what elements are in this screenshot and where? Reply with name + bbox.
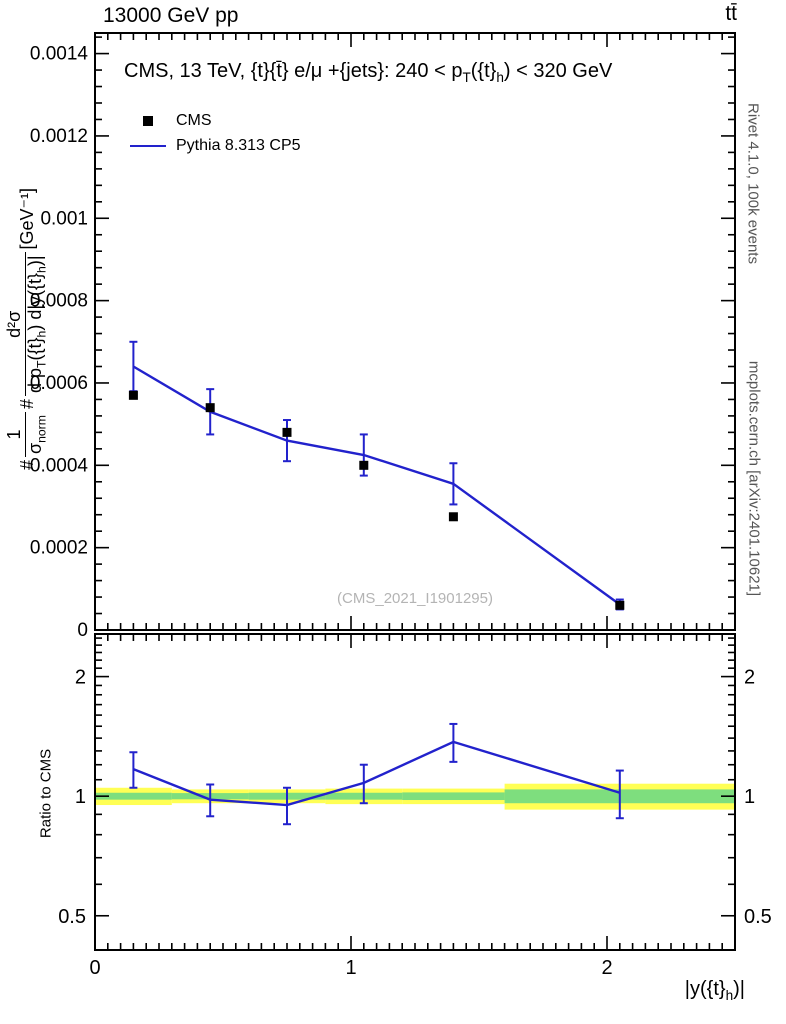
- legend-item-pythia: Pythia 8.313 CP5: [130, 137, 301, 155]
- pythia-line-marker-icon: [130, 145, 166, 147]
- svg-text:0: 0: [89, 957, 100, 979]
- ylabel-frac2-den: d pT({t}h) d|y({t}h)|: [24, 252, 49, 396]
- xlabel-sub-h: h: [725, 988, 734, 1003]
- x-axis-label: |y({t}h)|: [600, 978, 745, 1003]
- xlabel-text-1: |y({t}: [684, 978, 726, 1000]
- cms-square-marker-icon: [143, 116, 153, 126]
- svg-text:2: 2: [75, 667, 86, 689]
- svg-text:0.0014: 0.0014: [30, 44, 89, 65]
- svg-text:0.0004: 0.0004: [30, 455, 89, 476]
- ylabel-frac2-num: d²σ: [4, 252, 26, 397]
- svg-text:0.0002: 0.0002: [30, 538, 88, 559]
- sigma-symbol: σ: [24, 442, 45, 455]
- ylabel-frac-norm: 1 σnorm: [4, 412, 49, 458]
- legend-label-pythia: Pythia 8.313 CP5: [176, 137, 301, 154]
- process-label: tt̄: [725, 2, 737, 25]
- ylabel-hash-2: #: [16, 399, 37, 410]
- ylabel-close: )|: [24, 255, 45, 267]
- ylabel-frac1-num: 1: [4, 412, 26, 458]
- sigma-norm-sub: norm: [34, 415, 49, 443]
- ylabel-sub-T: T: [34, 360, 49, 368]
- title-text-2: ({t}: [470, 60, 497, 82]
- ylabel-dp: d p: [24, 368, 45, 394]
- beam-energy-label: 13000 GeV pp: [103, 4, 239, 27]
- analysis-id-watermark: (CMS_2021_I1901295): [337, 590, 493, 607]
- title-text-3: ) < 320 GeV: [503, 60, 613, 82]
- cms-swatch-cell: [130, 116, 166, 126]
- xlabel-text-2: )|: [733, 978, 745, 1000]
- pythia-swatch-cell: [130, 145, 166, 147]
- ylabel-hash-1: #: [16, 460, 37, 471]
- svg-text:0.0008: 0.0008: [30, 291, 88, 312]
- svg-text:0.001: 0.001: [40, 208, 88, 229]
- ylabel-t-open: ({t}: [24, 337, 45, 361]
- title-sub-pt: T: [462, 70, 471, 85]
- svg-text:1: 1: [75, 786, 86, 808]
- svg-text:1: 1: [744, 786, 755, 808]
- y-axis-label: # 1 σnorm # d²σ d pT({t}h) d|y({t}h)| [G…: [0, 9, 56, 649]
- svg-text:1: 1: [345, 957, 356, 979]
- svg-text:0: 0: [77, 620, 88, 641]
- ratio-y-axis-label: Ratio to CMS: [37, 748, 55, 839]
- svg-text:2: 2: [744, 667, 755, 689]
- rivet-version-label: Rivet 4.1.0, 100k events: [744, 103, 762, 264]
- ylabel-frac1-den: σnorm: [24, 412, 49, 457]
- ylabel-sub-h2: h: [34, 266, 49, 273]
- svg-text:0.5: 0.5: [58, 906, 86, 928]
- title-sub-h: h: [496, 70, 504, 85]
- svg-text:0.0012: 0.0012: [30, 126, 88, 147]
- ylabel-units: [GeV⁻¹]: [16, 187, 37, 250]
- title-text-1: CMS, 13 TeV, {t}{t̄} e/μ +{jets}: 240 < …: [124, 60, 463, 82]
- ylabel-dy: ) d|y({t}: [24, 272, 45, 331]
- svg-text:2: 2: [601, 957, 612, 979]
- ylabel-frac-xsec: d²σ d pT({t}h) d|y({t}h)|: [4, 252, 49, 397]
- svg-text:0.0006: 0.0006: [30, 373, 88, 394]
- ylabel-sub-h1: h: [34, 330, 49, 338]
- legend-item-cms: CMS: [130, 112, 212, 130]
- mcplots-arxiv-label: mcplots.cern.ch [arXiv:2401.10621]: [745, 360, 763, 597]
- plot-title: CMS, 13 TeV, {t}{t̄} e/μ +{jets}: 240 < …: [124, 60, 612, 85]
- svg-text:0.5: 0.5: [744, 906, 772, 928]
- legend-label-cms: CMS: [176, 112, 212, 129]
